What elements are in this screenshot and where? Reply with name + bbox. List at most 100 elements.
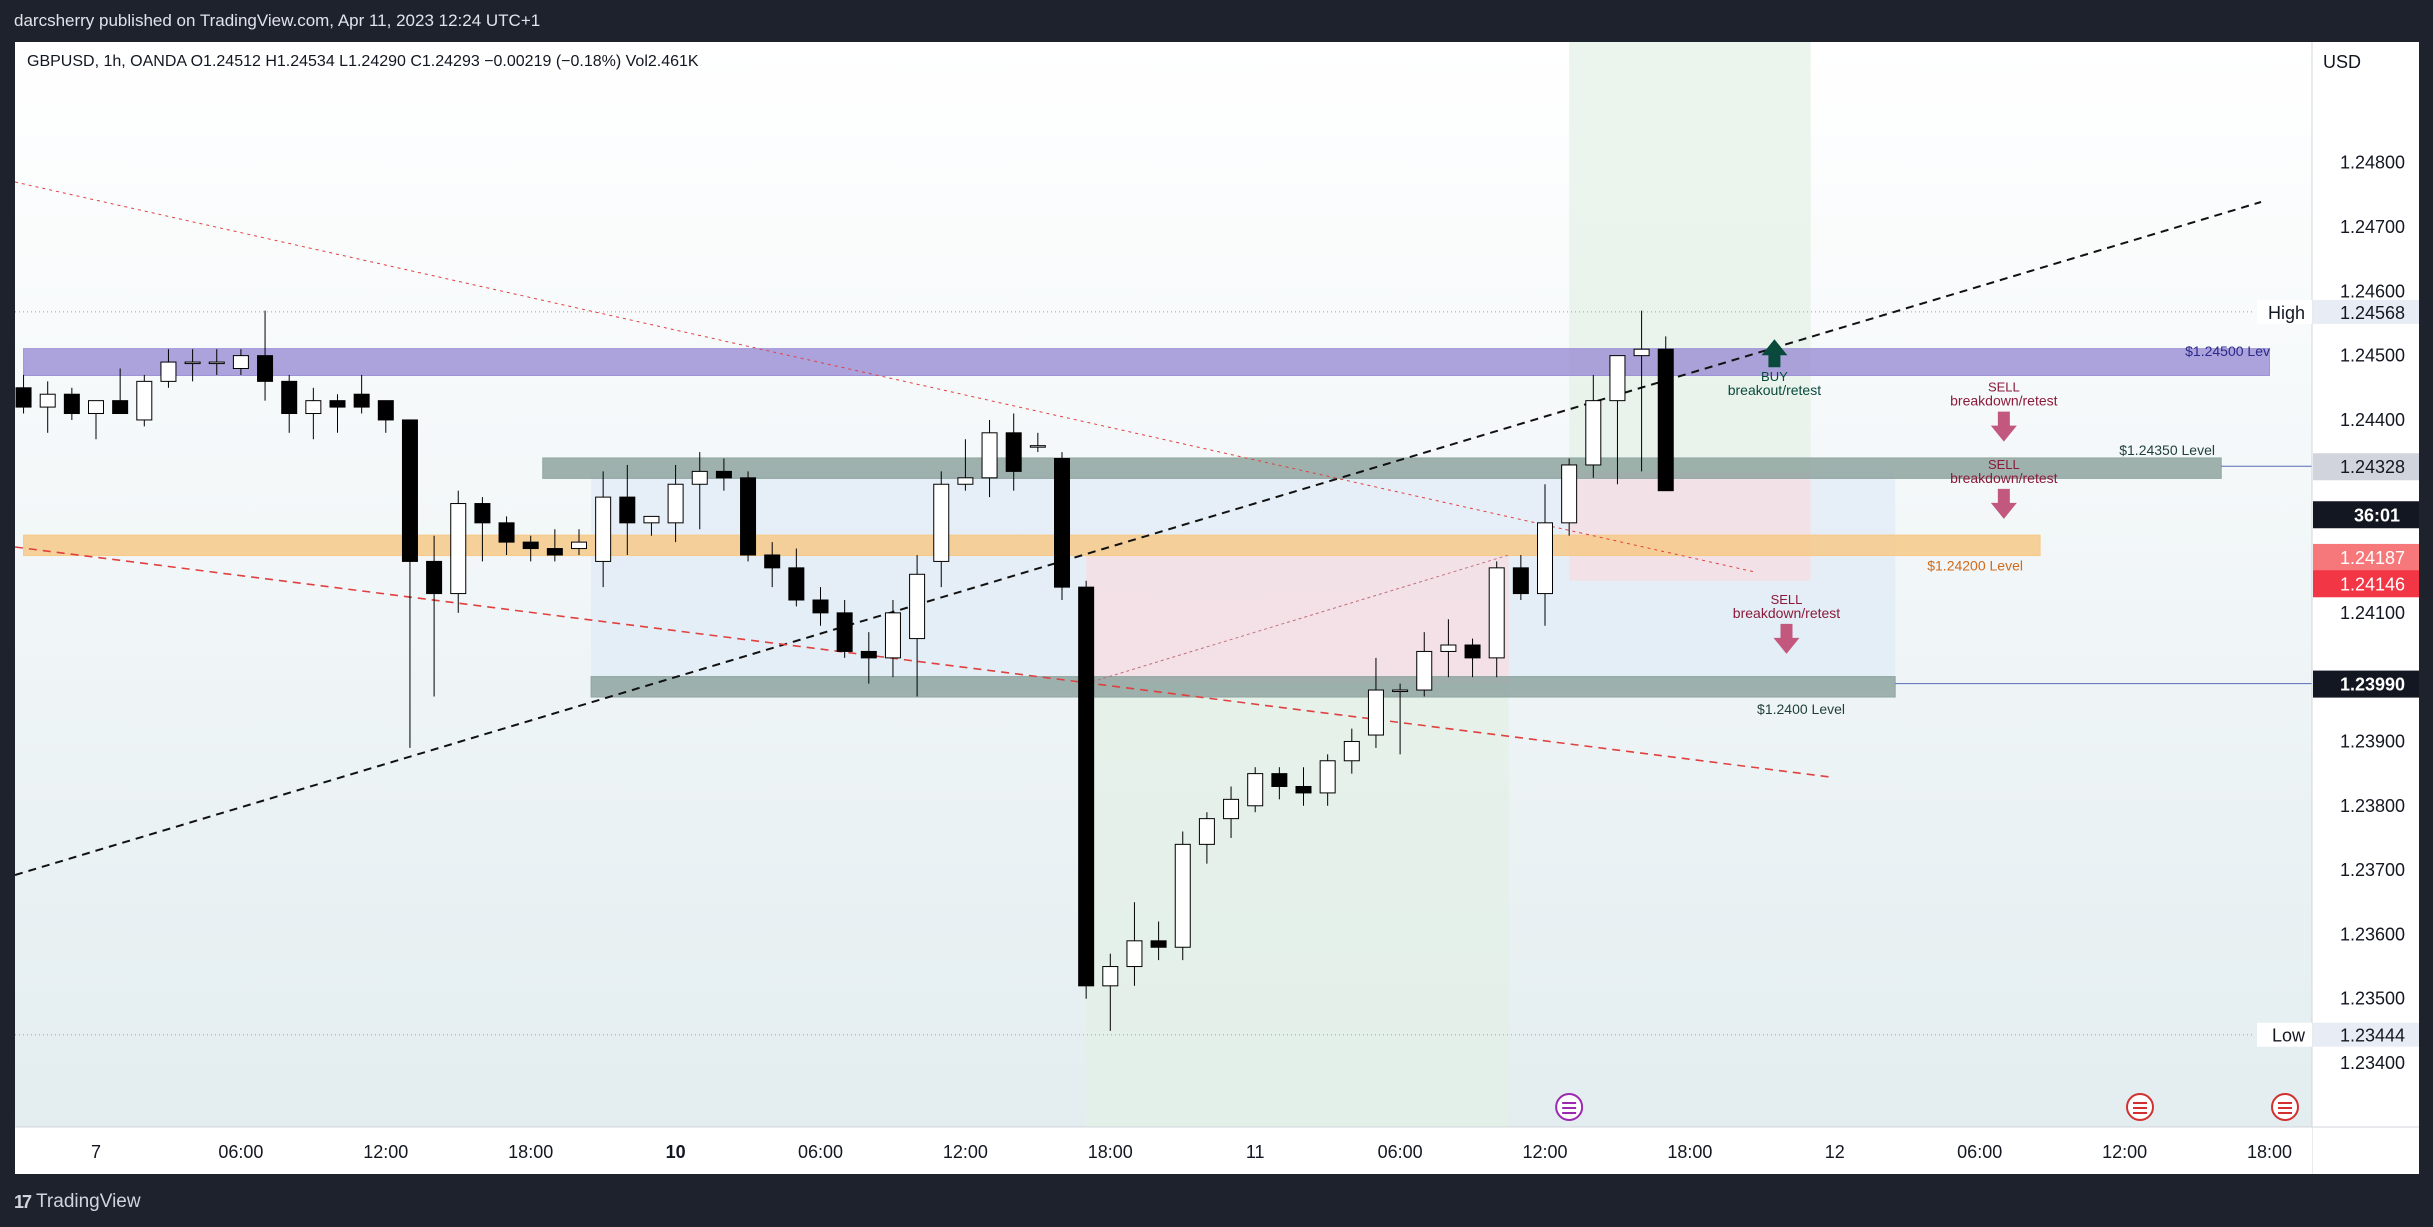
candle[interactable]	[546, 548, 563, 556]
candle[interactable]	[136, 380, 153, 421]
candle[interactable]	[39, 393, 56, 408]
time-tick-label: 18:00	[1667, 1142, 1712, 1162]
candle[interactable]	[812, 599, 829, 614]
candle[interactable]	[884, 612, 901, 659]
candle[interactable]	[498, 522, 515, 543]
candle[interactable]	[1319, 760, 1336, 794]
candle[interactable]	[1585, 400, 1602, 466]
candle[interactable]	[1537, 522, 1553, 595]
price-tick-label: 1.24500	[2340, 346, 2405, 366]
candle[interactable]	[1102, 966, 1119, 987]
price-axis[interactable]	[2312, 42, 2419, 1174]
sell-label: SELL	[1988, 457, 2020, 472]
candle[interactable]	[63, 393, 80, 415]
time-tick-label: 10	[666, 1142, 686, 1162]
candle[interactable]	[1295, 785, 1312, 794]
candle[interactable]	[112, 400, 129, 415]
candle[interactable]	[764, 554, 781, 569]
candle[interactable]	[281, 380, 298, 415]
candle[interactable]	[401, 419, 418, 562]
candle[interactable]	[836, 612, 853, 652]
time-tick-label: 18:00	[2247, 1142, 2292, 1162]
candlestick-chart[interactable]: $1.24500 Lev $1.24350 Level $1.24200 Level…	[15, 42, 2419, 1174]
trendline-black[interactable]	[15, 201, 2262, 876]
sell-sublabel: breakdown/retest	[1950, 393, 2058, 409]
time-tick-label: 18:00	[508, 1142, 553, 1162]
candle[interactable]	[377, 400, 394, 421]
candle[interactable]	[1488, 567, 1505, 659]
candle[interactable]	[1029, 445, 1046, 448]
trendline-red-lower[interactable]	[15, 546, 1831, 778]
candle[interactable]	[88, 400, 104, 415]
candle[interactable]	[160, 361, 177, 382]
candle[interactable]	[1367, 689, 1384, 736]
candle[interactable]	[595, 496, 612, 562]
publisher-line: darcsherry published on TradingView.com,…	[14, 11, 541, 30]
candle[interactable]	[1150, 940, 1167, 948]
level-zone[interactable]	[23, 348, 2270, 376]
candle[interactable]	[1247, 773, 1264, 807]
price-badge	[2313, 543, 2419, 571]
candle[interactable]	[1464, 644, 1481, 659]
candle[interactable]	[981, 432, 998, 479]
candle[interactable]	[740, 477, 757, 556]
candle[interactable]	[15, 387, 32, 408]
candle[interactable]	[1223, 798, 1240, 820]
candle[interactable]	[643, 515, 660, 524]
candle[interactable]	[1440, 644, 1457, 652]
high-marker-label: High	[2268, 303, 2305, 323]
sell-arrow-icon[interactable]	[1773, 623, 1800, 654]
candle[interactable]	[1512, 567, 1529, 595]
candle[interactable]	[957, 477, 974, 485]
candle[interactable]	[1343, 740, 1360, 762]
sell-label: SELL	[1988, 380, 2020, 395]
candle[interactable]	[933, 483, 950, 562]
candle[interactable]	[474, 503, 491, 524]
candle[interactable]	[184, 361, 201, 365]
candle[interactable]	[353, 393, 370, 408]
candle[interactable]	[1054, 458, 1070, 588]
level-zone[interactable]	[23, 534, 2041, 557]
candle[interactable]	[426, 560, 443, 595]
candle[interactable]	[1561, 464, 1578, 524]
trendline-red-upper[interactable]	[15, 181, 1756, 573]
candle[interactable]	[571, 541, 587, 550]
candle[interactable]	[715, 470, 732, 479]
candle[interactable]	[329, 400, 346, 408]
candle[interactable]	[667, 483, 684, 524]
level-zone[interactable]	[542, 457, 2222, 479]
buy-arrow-icon[interactable]	[1761, 339, 1788, 368]
candle[interactable]	[1271, 773, 1288, 787]
chart-frame[interactable]: $1.24500 Lev $1.24350 Level $1.24200 Level…	[15, 42, 2419, 1174]
candle[interactable]	[522, 541, 539, 550]
candle[interactable]	[691, 470, 708, 485]
candle[interactable]	[1392, 689, 1409, 693]
candle[interactable]	[1609, 355, 1626, 402]
tradingview-logo[interactable]: 17 TradingView	[14, 1191, 141, 1213]
candle[interactable]	[257, 355, 274, 382]
price-badge-label: 1.24187	[2340, 548, 2405, 568]
candle[interactable]	[860, 650, 877, 659]
candle[interactable]	[1657, 348, 1674, 492]
candle[interactable]	[619, 496, 636, 524]
candle[interactable]	[788, 567, 805, 601]
candle[interactable]	[1633, 348, 1650, 357]
candle[interactable]	[909, 573, 926, 640]
sell-arrow-icon[interactable]	[1990, 488, 2017, 519]
candle[interactable]	[1005, 432, 1022, 472]
candle[interactable]	[1078, 586, 1095, 987]
candle[interactable]	[1416, 650, 1433, 691]
level-zone[interactable]	[590, 676, 1896, 698]
price-tick-label: 1.23900	[2340, 731, 2405, 751]
sell-arrow-icon[interactable]	[1990, 411, 2017, 442]
candle[interactable]	[208, 361, 225, 365]
high-marker	[2257, 299, 2312, 324]
time-axis[interactable]	[15, 1127, 2312, 1174]
candle[interactable]	[305, 400, 322, 415]
candle[interactable]	[1198, 818, 1215, 845]
candle[interactable]	[450, 503, 467, 595]
candle[interactable]	[1174, 843, 1191, 948]
marker-badge	[2313, 1022, 2419, 1047]
candle[interactable]	[1126, 940, 1143, 968]
candle[interactable]	[232, 355, 249, 369]
